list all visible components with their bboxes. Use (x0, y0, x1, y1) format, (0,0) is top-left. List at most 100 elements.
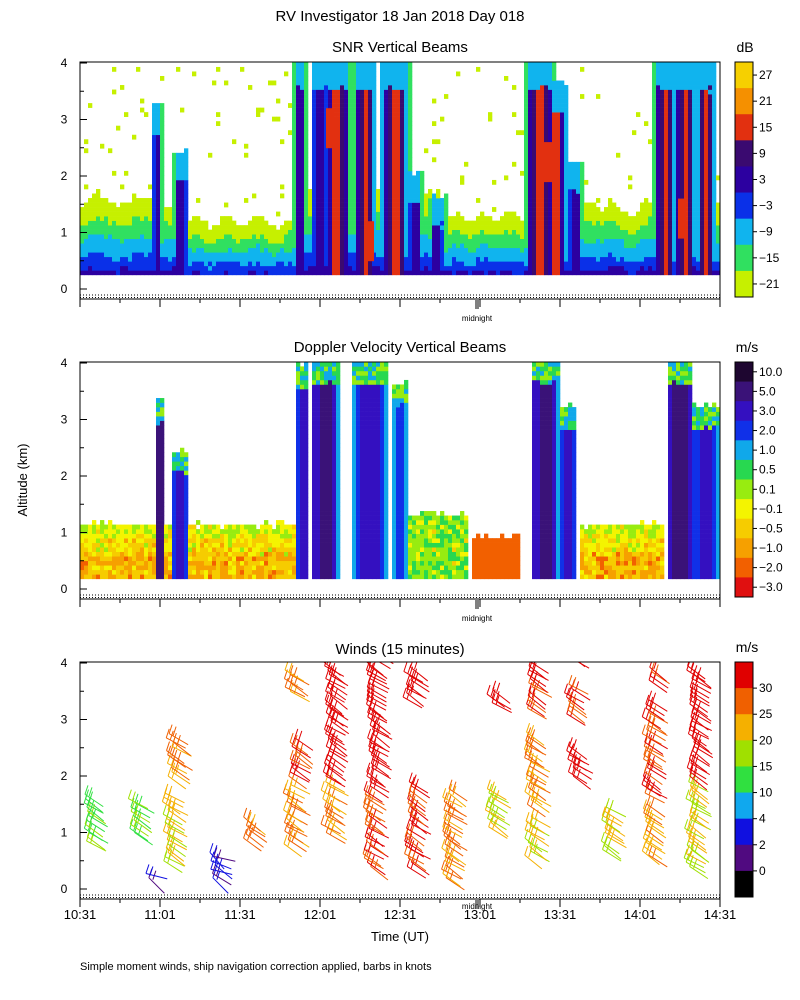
snr-cell (312, 94, 317, 99)
snr-cell (532, 71, 537, 77)
snr-cell (104, 207, 109, 212)
snr-cell (688, 170, 693, 176)
snr-cell (536, 216, 541, 221)
snr-cell (104, 270, 109, 276)
snr-cell (564, 161, 569, 167)
snr-cell (152, 161, 157, 167)
snr-cell (696, 121, 701, 127)
doppler-cell (184, 456, 189, 462)
snr-cell (700, 179, 705, 185)
snr-cell (516, 234, 521, 240)
snr-cell (656, 139, 661, 145)
snr-cell (712, 94, 717, 99)
snr-cell (312, 107, 317, 113)
snr-cell (348, 175, 353, 181)
snr-cell (676, 143, 681, 149)
snr-cell (640, 229, 645, 235)
snr-cell (340, 243, 345, 249)
snr-cell (88, 216, 93, 221)
snr-cell (184, 152, 189, 158)
snr-cell (520, 229, 525, 235)
snr-cell (100, 243, 105, 249)
snr-cell (536, 71, 541, 77)
snr-cell (572, 184, 577, 190)
snr-cell (388, 139, 393, 145)
doppler-cell (80, 542, 85, 548)
snr-cell (692, 220, 697, 226)
snr-cell (404, 252, 409, 258)
snr-cell (672, 98, 677, 104)
doppler-cell (116, 569, 121, 575)
snr-cell (712, 229, 717, 235)
snr-cell (172, 225, 177, 230)
snr-cell (192, 71, 197, 77)
snr-cell (648, 207, 653, 212)
snr-cell (540, 75, 545, 81)
snr-cell (528, 225, 533, 230)
snr-cell (716, 225, 720, 230)
snr-cell (352, 166, 357, 172)
snr-cell (116, 220, 121, 226)
snr-cell (392, 157, 397, 163)
snr-cell (108, 148, 113, 154)
snr-cell (644, 202, 649, 208)
snr-cell (288, 225, 293, 230)
snr-cell (116, 243, 121, 249)
snr-cell (468, 247, 473, 253)
snr-cell (172, 256, 177, 262)
snr-cell (348, 71, 353, 77)
snr-cell (388, 66, 393, 72)
snr-cell (324, 207, 329, 212)
snr-cell (240, 265, 245, 271)
snr-cell (644, 270, 649, 276)
snr-cell (700, 247, 705, 253)
snr-cell (660, 243, 665, 249)
snr-cell (712, 80, 717, 86)
doppler-cell (132, 547, 137, 553)
snr-cell (280, 234, 285, 240)
snr-cell (300, 220, 305, 226)
snr-cell (668, 112, 673, 117)
snr-cell (396, 229, 401, 235)
snr-cell (160, 130, 165, 136)
snr-cell (400, 85, 405, 90)
snr-cell (440, 243, 445, 249)
snr-cell (364, 216, 369, 221)
doppler-cell (180, 465, 185, 471)
snr-cell (292, 71, 297, 77)
snr-cell (212, 247, 217, 253)
snr-cell (404, 265, 409, 271)
snr-cell (260, 261, 265, 267)
snr-cell (324, 161, 329, 167)
doppler-cell (140, 542, 145, 548)
snr-cell (556, 89, 561, 95)
snr-cell (248, 265, 253, 271)
snr-cell (304, 157, 309, 163)
snr-cell (400, 66, 405, 72)
snr-cell (692, 207, 697, 212)
snr-cell (460, 216, 465, 221)
doppler-cell (180, 565, 185, 571)
doppler-cell (172, 515, 177, 521)
snr-cell (328, 207, 333, 212)
snr-cell (700, 62, 705, 68)
snr-cell (368, 94, 373, 99)
snr-cell (152, 148, 157, 154)
snr-cell (640, 216, 645, 221)
snr-cell (672, 188, 677, 194)
doppler-cell (156, 511, 161, 516)
snr-cell (692, 265, 697, 271)
snr-cell (508, 234, 513, 240)
snr-cell (556, 193, 561, 199)
snr-cell (200, 270, 205, 276)
snr-cell (516, 247, 521, 253)
doppler-cell (80, 569, 85, 575)
doppler-cell (176, 456, 181, 462)
snr-cell (84, 265, 89, 271)
snr-cell (536, 125, 541, 131)
snr-cell (432, 261, 437, 267)
snr-cell (296, 179, 301, 185)
snr-cell (680, 89, 685, 95)
snr-cell (636, 211, 641, 217)
snr-cell (156, 202, 161, 208)
